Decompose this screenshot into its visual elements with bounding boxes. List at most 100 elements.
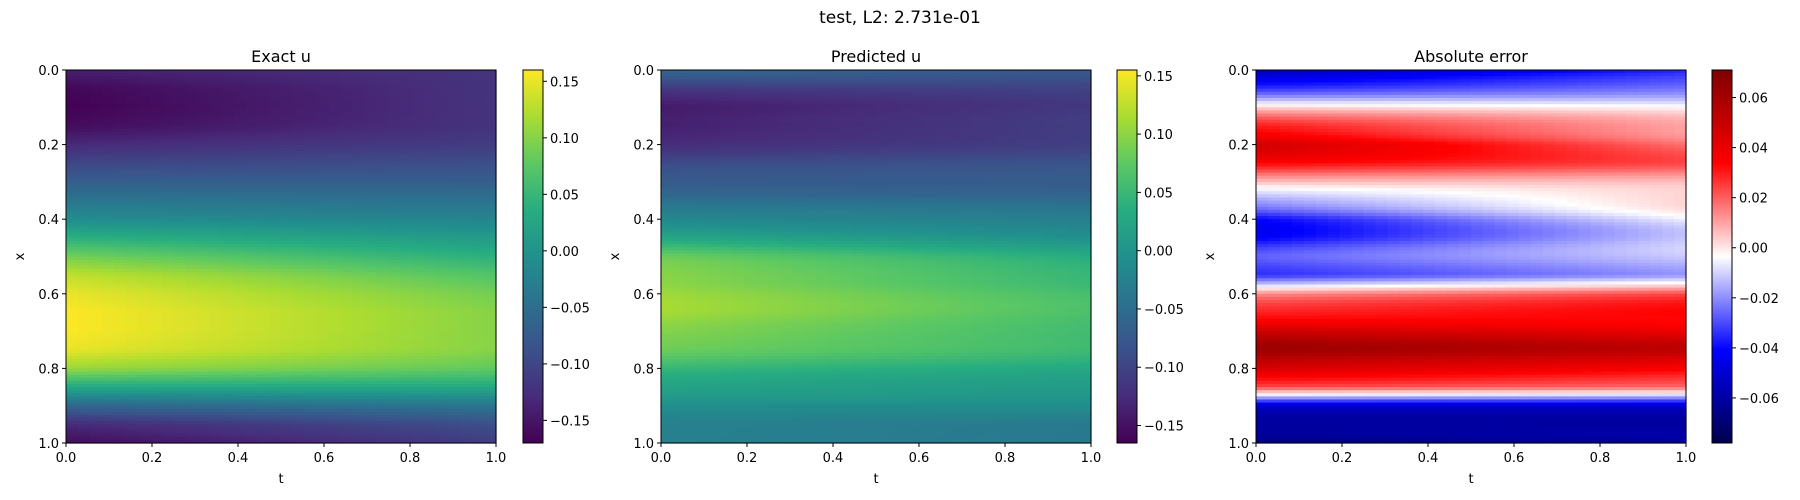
heatmap-cell [137, 70, 151, 74]
heatmap-cell [460, 82, 473, 87]
heatmap-cell [209, 70, 222, 74]
heatmap-cell [113, 79, 127, 84]
heatmap-cell [89, 73, 103, 77]
heatmap-cell [257, 82, 270, 87]
heatmap-cell [125, 91, 139, 96]
heatmap-cell [340, 73, 354, 77]
heatmap-cell [352, 73, 366, 77]
heatmap-cell [245, 79, 258, 84]
heatmap-cell [364, 82, 378, 87]
heatmap-cell [209, 76, 222, 80]
colorbar-tick-label: 0.05 [550, 188, 579, 203]
heatmap-cell [388, 73, 402, 77]
heatmap-cell [412, 73, 425, 77]
heatmap-cell [233, 79, 246, 84]
heatmap-cell [209, 88, 222, 93]
heatmap-cell [221, 76, 234, 80]
heatmap-cell [89, 79, 103, 84]
heatmap-cell [245, 88, 258, 93]
heatmap-cell [89, 91, 103, 96]
x-tick-label: 1.0 [486, 451, 507, 466]
panel-2: Predicted u0.0 0.2 0.4 0.6 0.8 1.0t0.00.20.40… [608, 47, 1184, 487]
heatmap-cell [89, 82, 103, 87]
heatmap-image [661, 70, 1092, 444]
heatmap-cell [484, 85, 497, 90]
heatmap-cell [173, 82, 187, 87]
heatmap-cell [77, 76, 91, 80]
heatmap-cell [66, 82, 79, 87]
heatmap-cell [388, 79, 402, 84]
x-tick-label: 0.4 [228, 451, 249, 466]
heatmap-cell [257, 88, 270, 93]
heatmap-cell [125, 73, 139, 77]
heatmap-cell [125, 82, 139, 87]
heatmap-cell [460, 85, 473, 90]
heatmap-cell [484, 70, 497, 74]
heatmap-cell [340, 88, 354, 93]
x-tick-label: 0.0 [56, 451, 77, 466]
heatmap-cell [424, 73, 437, 77]
heatmap-cell [472, 85, 485, 90]
heatmap-cell [281, 70, 294, 74]
heatmap-cell [460, 79, 473, 84]
heatmap-cell [472, 70, 485, 74]
y-tick-label: 1.0 [38, 437, 59, 452]
heatmap-cell [412, 76, 425, 80]
heatmap-cell [316, 82, 330, 87]
heatmap-cell [77, 85, 91, 90]
heatmap-cell [101, 85, 115, 90]
heatmap-cell [269, 76, 282, 80]
heatmap-cell [376, 70, 390, 74]
heatmap-cell [125, 88, 139, 93]
heatmap-cell [316, 88, 330, 93]
heatmap-cell [436, 85, 449, 90]
heatmap-cell [400, 76, 413, 80]
heatmap-cell [125, 76, 139, 80]
y-tick-label: 0.6 [38, 288, 59, 303]
heatmap-cell [209, 79, 222, 84]
heatmap-cell [281, 82, 294, 87]
colorbar-tick-label: −0.05 [550, 301, 590, 316]
heatmap-cell [113, 91, 127, 96]
heatmap-cell [364, 85, 378, 90]
heatmap-cell [316, 70, 330, 74]
heatmap-cell [269, 79, 282, 84]
heatmap-cell [400, 82, 413, 87]
heatmap-cell [125, 70, 139, 74]
y-tick-label: 0.2 [38, 139, 59, 154]
heatmap-cell [233, 85, 246, 90]
heatmap-cell [209, 82, 222, 87]
heatmap-cell [292, 70, 306, 74]
heatmap-cell [484, 76, 497, 80]
colorbar-tick-label: 0.15 [550, 75, 579, 90]
heatmap-cell [137, 73, 151, 77]
heatmap-cell [269, 85, 282, 90]
heatmap-cell [424, 76, 437, 80]
heatmap-cell [304, 73, 318, 77]
heatmap-cell [364, 88, 378, 93]
y-tick-label: 0.4 [38, 213, 59, 228]
heatmap-cell [328, 85, 342, 90]
heatmap-cell [448, 88, 461, 93]
heatmap-cell [137, 88, 151, 93]
heatmap-cell [352, 82, 366, 87]
heatmap-cell [376, 82, 390, 87]
heatmap-cell [400, 73, 413, 77]
heatmap-cell [66, 91, 79, 96]
heatmap-cell [197, 79, 210, 84]
heatmap-cell [197, 85, 210, 90]
heatmap-cell [448, 85, 461, 90]
heatmap-cell [233, 70, 246, 74]
heatmap-cell [292, 82, 306, 87]
heatmap-cell [448, 79, 461, 84]
heatmap-cell [161, 70, 175, 74]
heatmap-cell [173, 85, 187, 90]
heatmap-cell [173, 70, 187, 74]
heatmap-cell [245, 85, 258, 90]
heatmap-cell [484, 88, 497, 93]
colorbar-tick-label: −0.10 [550, 358, 590, 373]
y-tick-label: 0.8 [38, 362, 59, 377]
heatmap-cell [304, 79, 318, 84]
